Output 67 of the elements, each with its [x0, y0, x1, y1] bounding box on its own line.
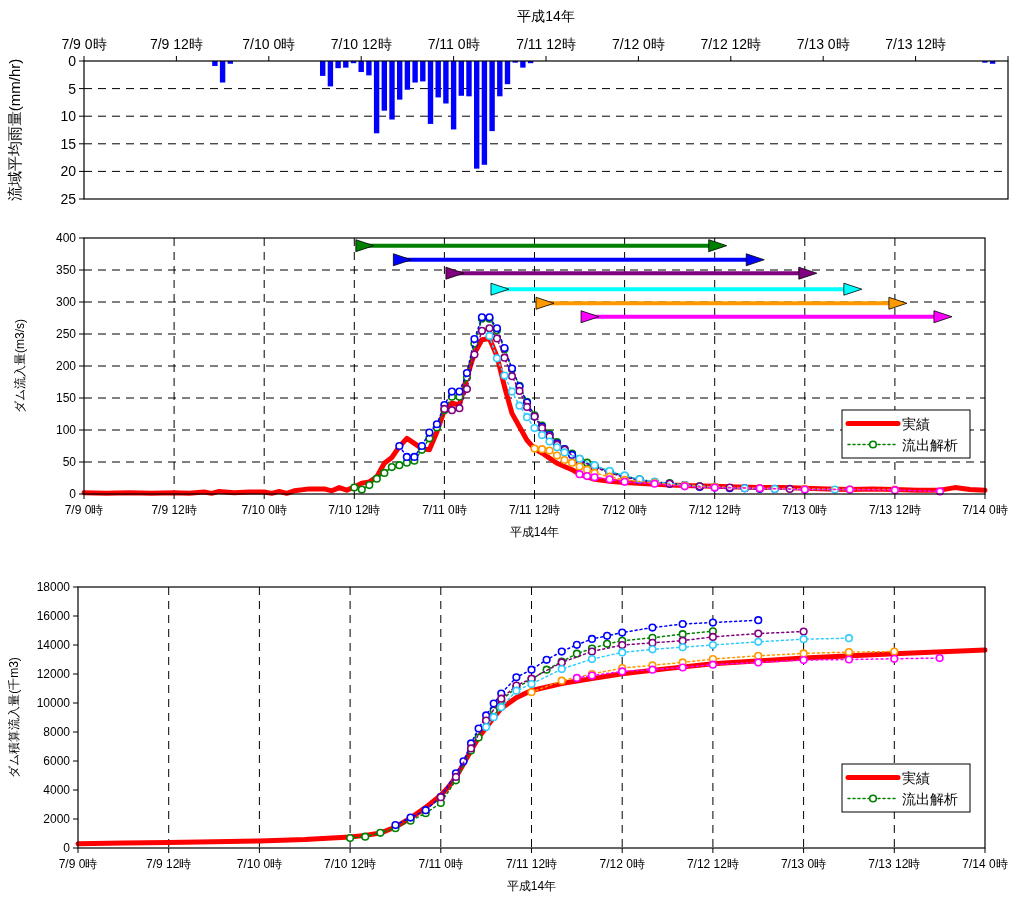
- x-tick-label: 7/13 12時: [885, 36, 946, 52]
- y-tick-label: 12000: [36, 667, 71, 682]
- y-tick-label: 0: [69, 487, 77, 502]
- y-tick-label: 350: [55, 263, 77, 278]
- y-tick-label: 0: [68, 53, 77, 70]
- y-axis-title: 流域平均雨量(mm/hr): [6, 58, 23, 202]
- x-tick-label: 7/13 0時: [782, 503, 828, 517]
- x-tick-label: 7/12 0時: [599, 857, 645, 871]
- y-tick-label: 2000: [43, 812, 71, 827]
- x-tick-label: 7/9 12時: [146, 857, 192, 871]
- y-tick-label: 15: [60, 135, 77, 152]
- x-tick-label: 7/12 12時: [686, 857, 739, 871]
- x-tick-label: 7/14 0時: [962, 857, 1008, 871]
- x-tick-label: 7/10 12時: [324, 857, 377, 871]
- x-tick-label: 7/12 12時: [700, 36, 762, 52]
- x-tick-label: 7/13 0時: [796, 36, 850, 52]
- y-tick-label: 16000: [36, 609, 71, 624]
- x-tick-label: 7/12 12時: [688, 503, 741, 517]
- x-tick-label: 7/9 12時: [151, 503, 197, 517]
- x-tick-label: 7/11 0時: [418, 857, 464, 871]
- x-tick-label: 7/12 0時: [601, 503, 648, 517]
- legend-label: 流出解析: [902, 436, 958, 453]
- legend-label: 実績: [902, 769, 930, 786]
- legend-label: 実績: [902, 415, 930, 432]
- x-axis-title: 平成14年: [509, 525, 560, 539]
- x-tick-label: 7/11 12時: [508, 503, 561, 517]
- x-tick-label: 7/13 0時: [780, 857, 827, 871]
- y-tick-label: 18000: [36, 580, 71, 595]
- y-tick-label: 10: [60, 108, 77, 125]
- x-tick-label: 7/9 0時: [61, 36, 107, 52]
- y-tick-label: 50: [62, 455, 77, 470]
- y-tick-label: 400: [55, 231, 77, 246]
- y-tick-label: 25: [60, 191, 77, 208]
- x-axis-title: 平成14年: [506, 879, 557, 893]
- y-tick-label: 8000: [43, 725, 71, 740]
- y-tick-label: 10000: [36, 696, 71, 711]
- y-axis-title: ダム積算流入量(千m3): [7, 657, 21, 778]
- y-tick-label: 200: [55, 359, 77, 374]
- y-tick-label: 0: [63, 841, 71, 856]
- y-tick-label: 14000: [36, 638, 71, 653]
- x-tick-label: 7/13 12時: [868, 503, 921, 517]
- x-tick-label: 7/10 0時: [236, 857, 283, 871]
- x-tick-label: 7/10 0時: [242, 36, 296, 52]
- legend-label: 流出解析: [902, 790, 958, 807]
- x-tick-label: 7/9 0時: [64, 503, 104, 517]
- x-tick-label: 7/11 12時: [516, 36, 576, 52]
- x-tick-label: 7/10 12時: [330, 36, 392, 52]
- y-tick-label: 5: [68, 80, 77, 97]
- x-tick-label: 7/9 0時: [58, 857, 98, 871]
- y-tick-label: 20: [60, 163, 77, 180]
- x-tick-label: 7/11 0時: [427, 36, 480, 52]
- y-tick-label: 300: [55, 295, 77, 310]
- y-axis-title: ダム流入量(m3/s): [13, 319, 27, 413]
- x-tick-label: 7/12 0時: [611, 36, 665, 52]
- x-tick-label: 7/13 12時: [868, 857, 921, 871]
- x-tick-label: 7/10 12時: [328, 503, 381, 517]
- x-axis-title: 平成14年: [517, 8, 575, 24]
- x-tick-label: 7/11 12時: [505, 857, 558, 871]
- y-tick-label: 6000: [43, 754, 71, 769]
- x-tick-label: 7/9 12時: [149, 36, 203, 52]
- y-tick-label: 150: [55, 391, 77, 406]
- y-tick-label: 4000: [43, 783, 71, 798]
- y-tick-label: 100: [55, 423, 77, 438]
- x-tick-label: 7/14 0時: [962, 503, 1008, 517]
- y-tick-label: 250: [55, 327, 77, 342]
- x-tick-label: 7/11 0時: [422, 503, 467, 517]
- x-tick-label: 7/10 0時: [241, 503, 287, 517]
